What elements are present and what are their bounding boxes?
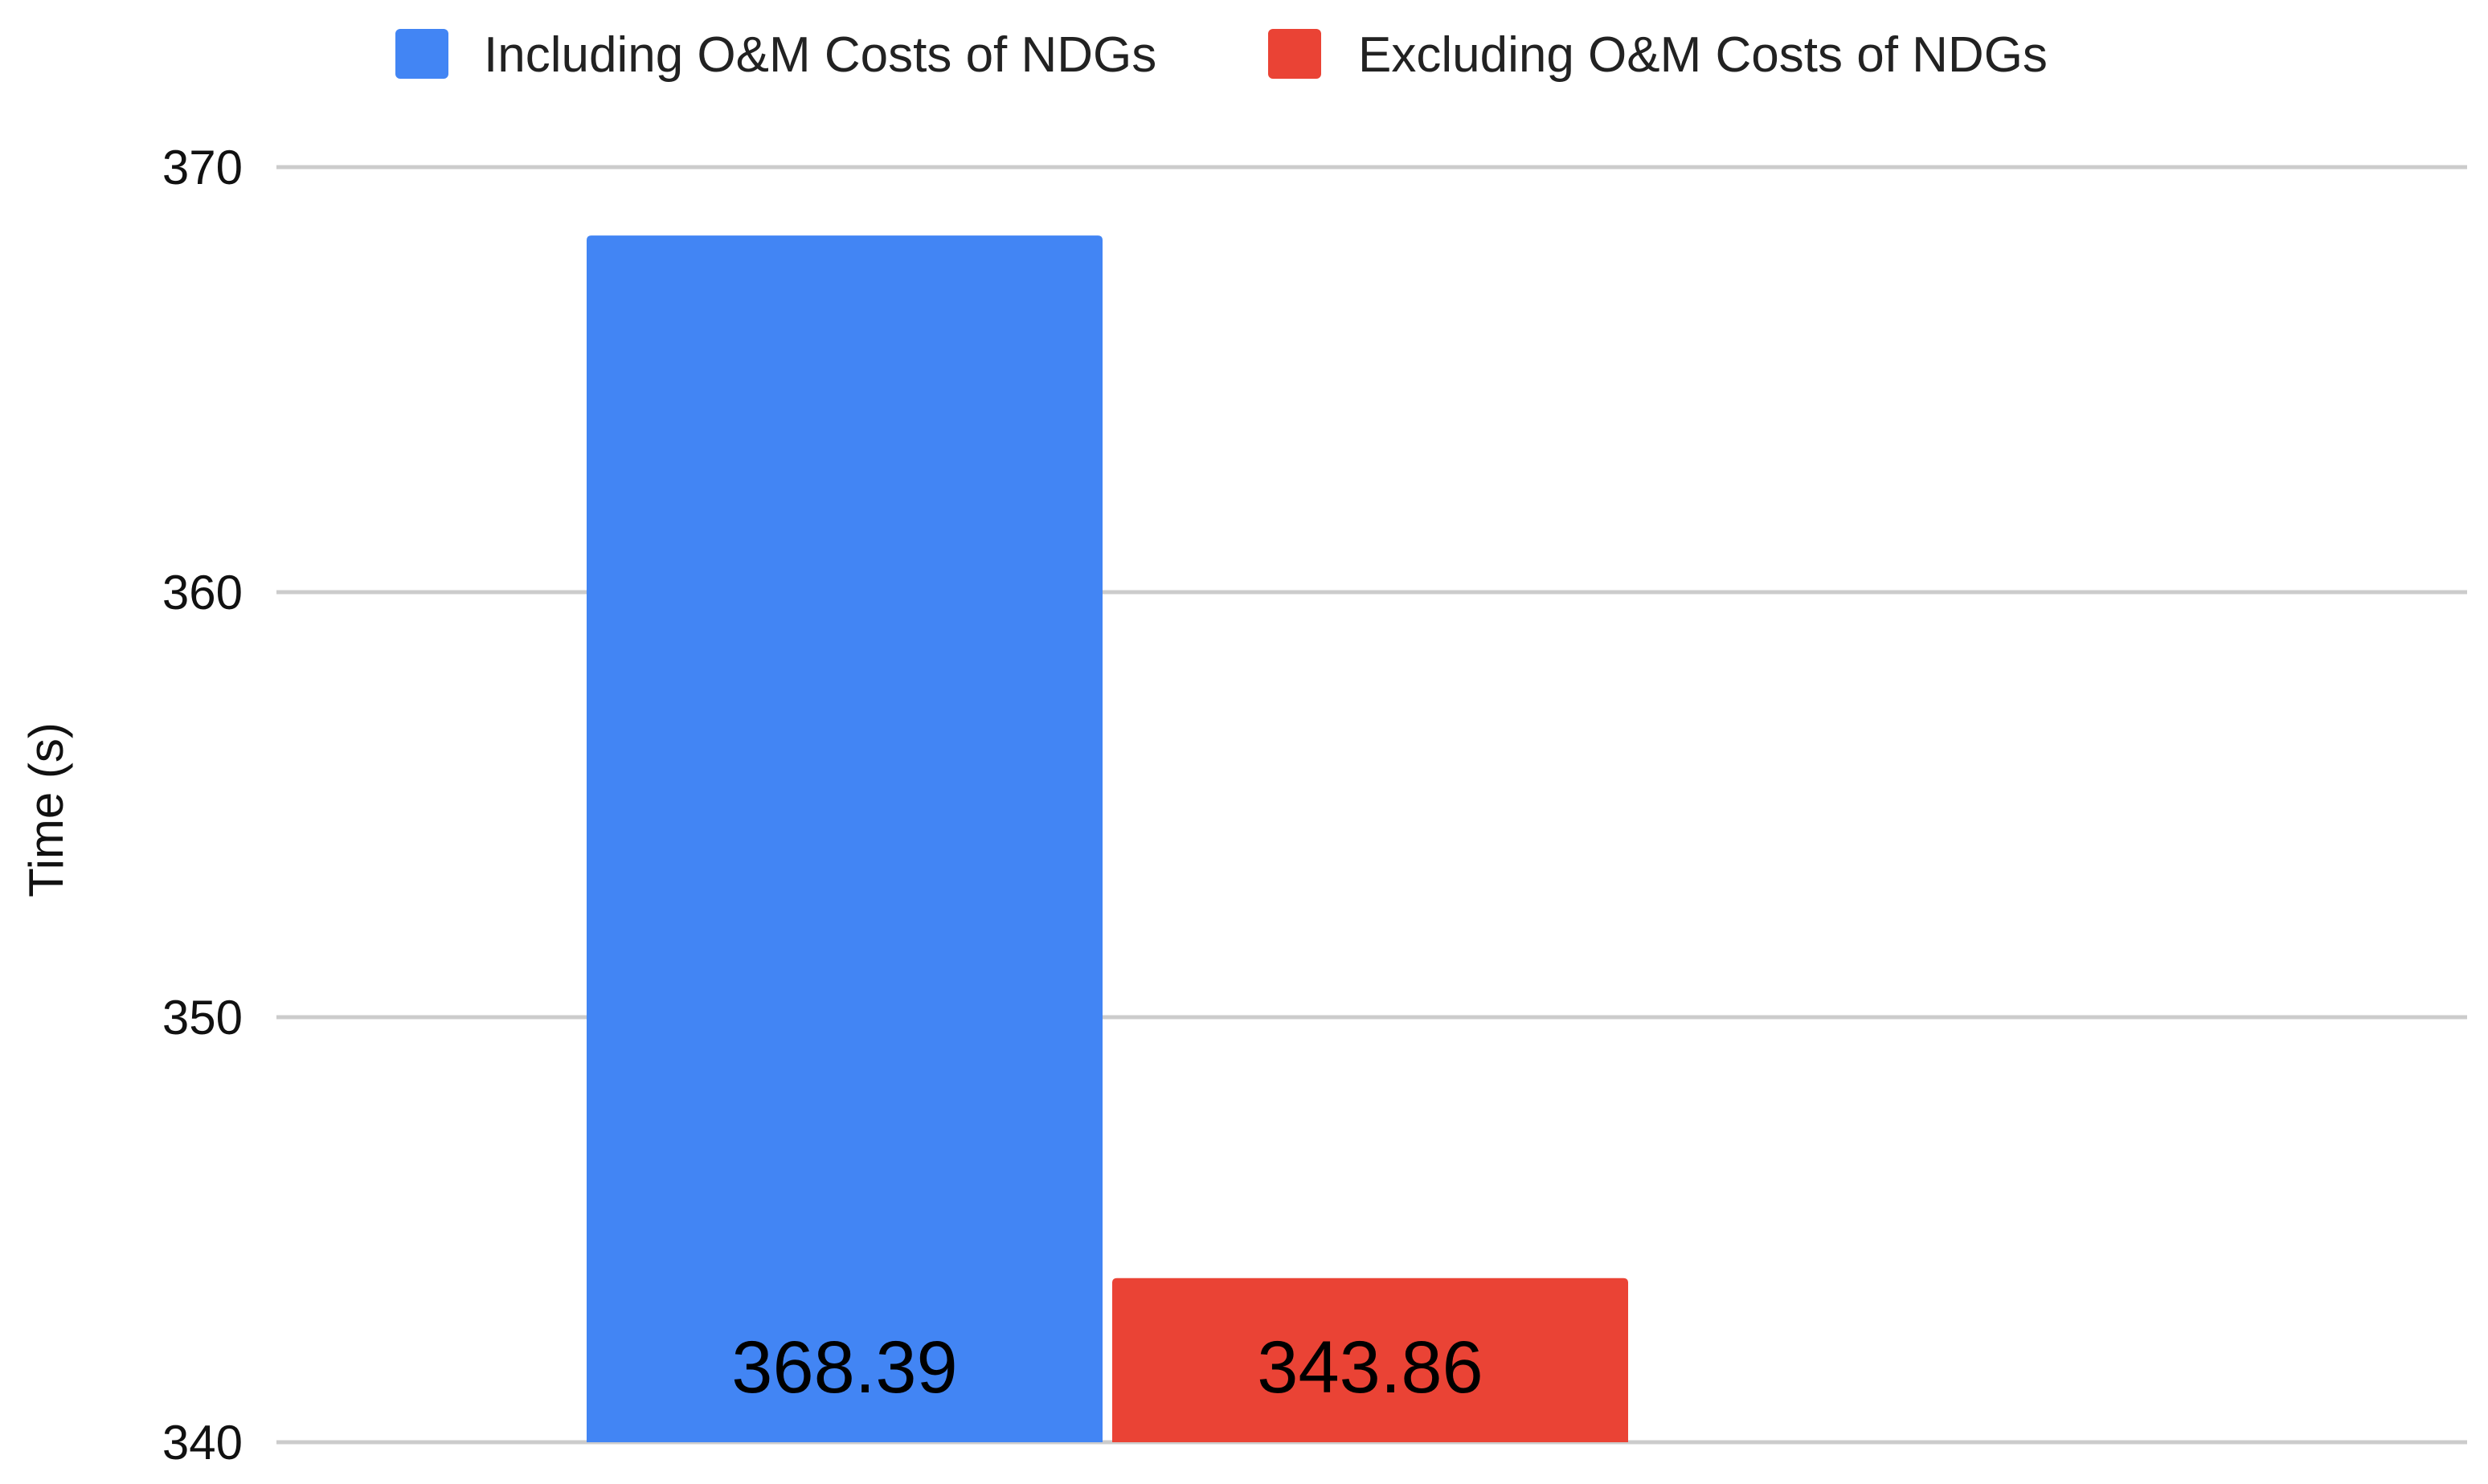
legend-item-including-om-costs: Including O&M Costs of NDGs [395,27,1156,83]
bar-excluding-om-costs [1112,1278,1628,1442]
data-label-excluding-om-costs: 343.86 [1257,1327,1483,1408]
legend-item-excluding-om-costs: Excluding O&M Costs of NDGs [1268,27,2048,83]
y-tick-label: 370 [162,141,243,194]
legend: Including O&M Costs of NDGs Excluding O&M… [395,27,2048,83]
y-tick-label: 340 [162,1416,243,1470]
legend-label: Including O&M Costs of NDGs [484,27,1156,83]
y-axis-title: Time (s) [19,722,73,897]
data-label-including-om-costs: 368.39 [731,1327,957,1408]
y-axis-ticks: 340 350 360 370 [162,141,243,1470]
legend-swatch [395,29,448,79]
bars [587,235,1628,1443]
legend-label: Excluding O&M Costs of NDGs [1358,27,2048,83]
bar-including-om-costs [587,235,1103,1443]
legend-swatch [1268,29,1321,79]
y-tick-label: 360 [162,566,243,619]
data-labels: 368.39 343.86 [731,1327,1483,1408]
y-tick-label: 350 [162,991,243,1045]
